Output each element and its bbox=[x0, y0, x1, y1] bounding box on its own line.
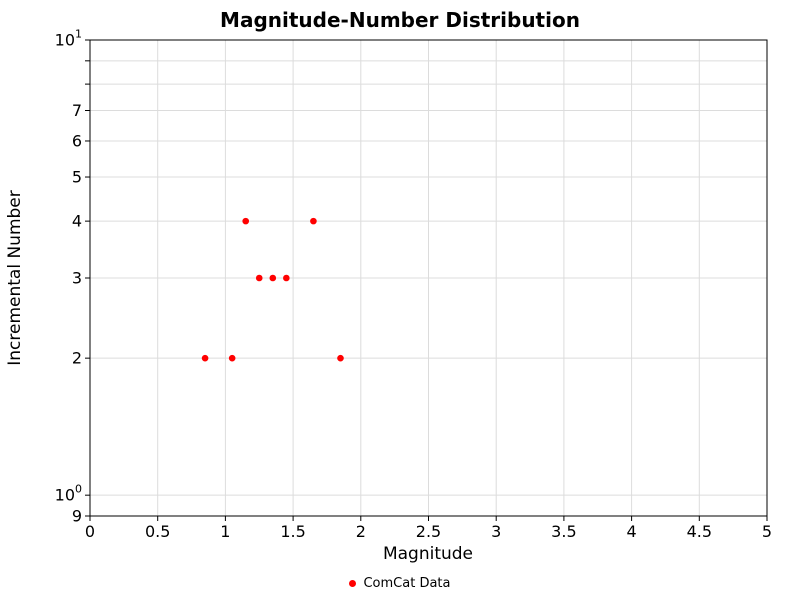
chart-title: Magnitude-Number Distribution bbox=[220, 8, 580, 32]
data-point bbox=[242, 217, 250, 225]
y-tick-label: 7 bbox=[72, 101, 82, 120]
data-point bbox=[255, 274, 263, 282]
y-tick-label: 101 bbox=[55, 27, 82, 49]
data-point bbox=[283, 274, 290, 282]
legend: ComCat Data bbox=[0, 576, 800, 591]
x-tick-label: 4 bbox=[627, 522, 637, 541]
y-tick-label: 9 bbox=[72, 506, 82, 525]
x-tick-label: 0 bbox=[85, 522, 95, 541]
x-tick-label: 1.5 bbox=[280, 522, 305, 541]
legend-label: ComCat Data bbox=[363, 576, 451, 591]
data-point bbox=[269, 274, 277, 282]
legend-marker-icon bbox=[349, 580, 357, 587]
y-tick-label: 100 bbox=[55, 483, 82, 505]
data-point bbox=[228, 354, 236, 362]
series-comcat-data bbox=[201, 217, 344, 362]
x-axis-label: Magnitude bbox=[383, 544, 473, 564]
x-tick-label: 4.5 bbox=[687, 522, 712, 541]
y-tick-label: 6 bbox=[72, 131, 82, 150]
y-axis-label: Incremental Number bbox=[5, 190, 25, 366]
x-tick-label: 3 bbox=[491, 522, 501, 541]
x-tick-label: 2.5 bbox=[416, 522, 441, 541]
x-tick-label: 3.5 bbox=[551, 522, 576, 541]
x-tick-label: 0.5 bbox=[145, 522, 170, 541]
y-tick-label: 2 bbox=[72, 349, 82, 368]
y-tick-label: 5 bbox=[72, 167, 82, 186]
data-point bbox=[310, 217, 317, 225]
y-tick-label: 4 bbox=[72, 212, 82, 231]
data-point bbox=[201, 354, 209, 362]
data-point bbox=[337, 354, 344, 362]
y-tick-label: 3 bbox=[72, 268, 82, 287]
x-tick-label: 2 bbox=[356, 522, 366, 541]
grid bbox=[89, 39, 768, 517]
x-tick-label: 1 bbox=[220, 522, 230, 541]
x-tick-label: 5 bbox=[762, 522, 772, 541]
